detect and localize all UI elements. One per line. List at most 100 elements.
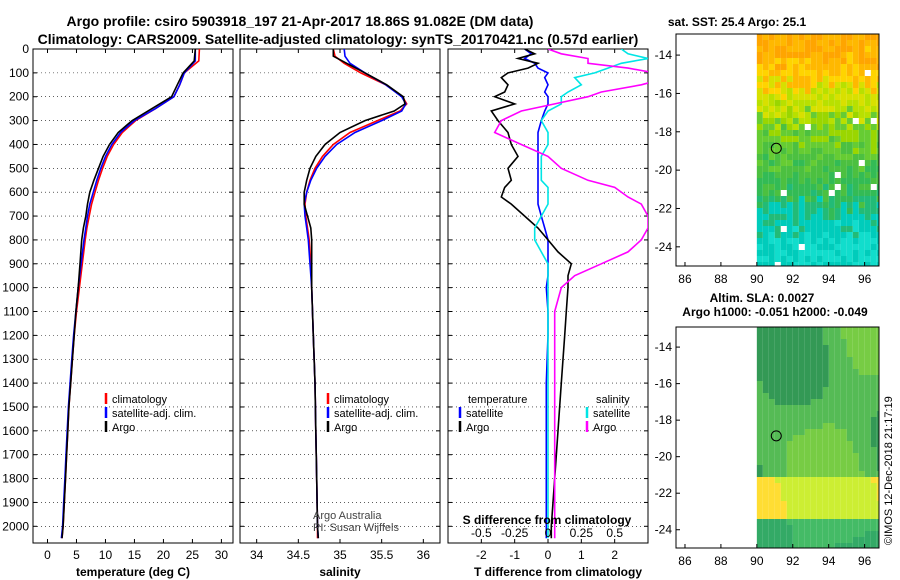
map-cell — [852, 363, 859, 369]
map-cell — [762, 393, 769, 399]
map-cell — [774, 130, 781, 136]
map-cell — [768, 531, 775, 537]
map-cell — [810, 435, 817, 441]
map-cell — [774, 88, 781, 94]
map-cell — [762, 531, 769, 537]
map-cell — [810, 202, 817, 208]
map-cell — [870, 226, 877, 232]
map-cell — [816, 327, 823, 333]
map-cell — [786, 381, 793, 387]
map-cell — [762, 190, 769, 196]
map-cell — [810, 190, 817, 196]
map-cell — [780, 34, 787, 40]
map-cell — [816, 52, 823, 58]
map-cell — [810, 375, 817, 381]
map-cell — [768, 112, 775, 118]
map-cell — [828, 244, 835, 250]
map-x-tick-label: 92 — [786, 554, 800, 568]
map-cell — [786, 393, 793, 399]
map-cell — [774, 190, 781, 196]
map-y-tick-label: -16 — [655, 377, 673, 391]
map-cell — [756, 112, 763, 118]
map-cell — [840, 453, 847, 459]
map-cell — [810, 363, 817, 369]
map-cell — [786, 447, 793, 453]
map-cell — [858, 327, 865, 333]
map-cell — [774, 250, 781, 256]
map-cell — [840, 357, 847, 363]
map-cell — [786, 220, 793, 226]
map-cell — [792, 106, 799, 112]
plot-frame — [239, 48, 441, 544]
map-cell — [780, 435, 787, 441]
map-cell — [756, 160, 763, 166]
map-cell — [756, 507, 763, 513]
depth-tick-label: 1200 — [2, 328, 29, 342]
map-cell — [846, 94, 853, 100]
map-cell — [816, 429, 823, 435]
map-cell — [816, 495, 823, 501]
map-cell — [798, 100, 805, 106]
map-cell — [816, 531, 823, 537]
map-cell — [840, 429, 847, 435]
map-cell — [792, 459, 799, 465]
map-cell — [786, 357, 793, 363]
map-cell — [768, 250, 775, 256]
map-cell — [840, 417, 847, 423]
map-cell — [870, 244, 877, 250]
map-cell — [774, 483, 781, 489]
map-cell — [852, 136, 859, 142]
map-cell — [768, 208, 775, 214]
map-cell — [798, 399, 805, 405]
map-cell — [852, 244, 859, 250]
map-cell — [840, 154, 847, 160]
map-cell — [810, 238, 817, 244]
map-cell — [870, 58, 877, 64]
map-cell — [810, 471, 817, 477]
map-cell — [822, 447, 829, 453]
map-cell — [768, 357, 775, 363]
map-cell — [792, 399, 799, 405]
map-cell — [816, 411, 823, 417]
map-cell — [804, 154, 811, 160]
map-cell — [858, 393, 865, 399]
map-cell — [804, 351, 811, 357]
depth-tick-label: 900 — [9, 257, 29, 271]
map-cell — [840, 495, 847, 501]
map-x-tick-label: 88 — [714, 272, 728, 286]
map-cell — [768, 64, 775, 70]
map-cell — [828, 112, 835, 118]
map-cell — [798, 483, 805, 489]
map-cell — [792, 220, 799, 226]
map-cell — [858, 58, 865, 64]
map-cell — [774, 339, 781, 345]
map-cell — [810, 118, 817, 124]
map-cell — [870, 417, 877, 423]
x-tick-label: -1 — [509, 548, 520, 562]
map-cell — [834, 531, 841, 537]
map-cell — [858, 34, 865, 40]
map-cell — [774, 525, 781, 531]
map-cell — [756, 369, 763, 375]
map-cell — [858, 465, 865, 471]
map-cell — [876, 154, 879, 160]
map-cell — [792, 136, 799, 142]
map-cell — [798, 58, 805, 64]
map-cell — [846, 465, 853, 471]
map-cell — [786, 154, 793, 160]
map-cell — [876, 70, 879, 76]
map-cell — [786, 405, 793, 411]
map-cell — [792, 178, 799, 184]
map-cell — [858, 118, 865, 124]
map-cell — [786, 238, 793, 244]
map-y-tick-label: -24 — [655, 523, 673, 537]
map-cell — [858, 513, 865, 519]
map-cell — [840, 333, 847, 339]
map-cell — [858, 405, 865, 411]
map-cell — [864, 112, 871, 118]
map-cell — [846, 256, 853, 262]
map-cell — [798, 417, 805, 423]
map-cell — [768, 34, 775, 40]
map-cell — [834, 124, 841, 130]
map-cell — [870, 40, 877, 46]
